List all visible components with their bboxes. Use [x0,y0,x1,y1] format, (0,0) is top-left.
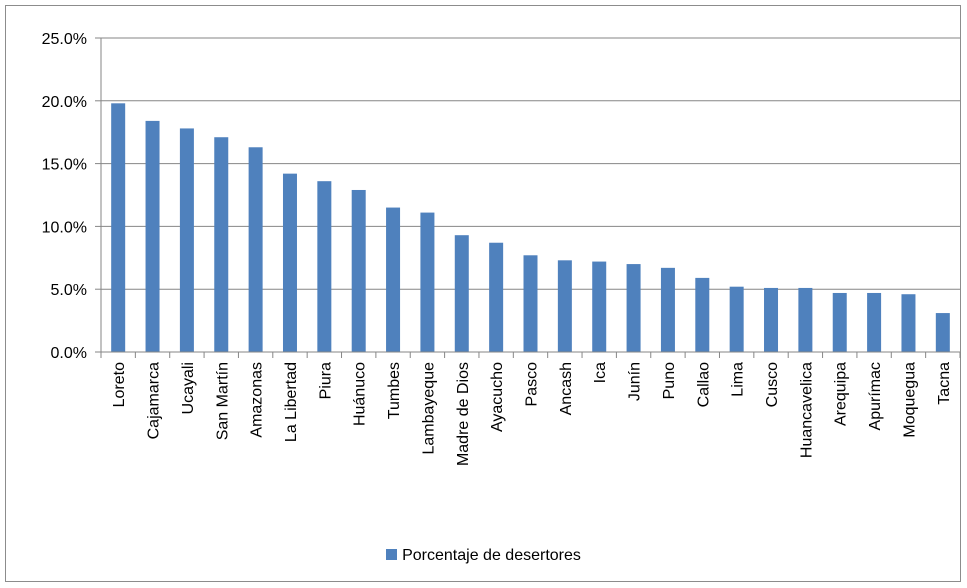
bar-piura [317,181,332,352]
bar-san-martín [214,137,229,352]
bar-cajamarca [145,120,160,353]
x-category-label: Ica [592,362,609,383]
bar-la-libertad [282,173,297,352]
bar-lambayeque [420,212,435,352]
bar-lima [729,286,744,352]
bar-amazonas [248,147,263,352]
bar-puno [660,267,675,352]
bar-junín [626,264,641,352]
y-axis-ticks: 0.0% 5.0% 10.0% 15.0% 20.0% 25.0% [42,31,87,362]
x-category-label: Ayacucho [489,362,506,432]
bar-arequipa [832,292,847,352]
y-tick-label: 25.0% [42,31,87,48]
x-axis-labels: Loreto Cajamarca Ucayali San Martín Amazonas… [111,362,953,466]
legend-label: Porcentaje de desertores [402,547,581,564]
x-category-label: Callao [695,362,712,407]
bar-ancash [557,260,572,352]
bar-apurímac [867,292,882,352]
bar-pasco [523,255,538,352]
x-category-label: Lima [730,362,747,397]
legend-swatch [386,549,398,560]
y-tick-label: 10.0% [42,219,87,236]
y-tick-label: 0.0% [51,345,87,362]
bar-ayacucho [489,242,504,352]
x-category-label: Huánuco [352,362,369,426]
x-category-label: Puno [661,362,678,399]
bar-huancavelica [798,287,813,352]
gridlines [101,37,960,290]
x-category-label: Madre de Dios [455,362,472,466]
bars [111,103,950,353]
x-category-label: Junín [627,362,644,401]
x-category-label: Lambayeque [420,362,437,455]
bar-madre-de-dios [454,235,469,352]
y-tick-label: 15.0% [42,157,87,174]
x-category-label: Moquegua [901,362,918,438]
x-category-label: Apurímac [867,362,884,430]
bar-moquegua [901,294,916,352]
x-category-label: Ancash [558,362,575,415]
legend: Porcentaje de desertores [0,547,967,565]
bar-tacna [935,313,950,352]
x-category-label: Huancavelica [798,362,815,458]
x-category-label: Arequipa [833,362,850,426]
x-category-label: Loreto [111,362,128,407]
bar-ucayali [179,128,194,352]
x-category-label: Piura [317,362,334,399]
x-category-label: La Libertad [283,362,300,442]
y-tick-label: 20.0% [42,94,87,111]
bar-ica [592,261,607,352]
x-category-label: San Martín [214,362,231,440]
x-category-label: Cusco [764,362,781,407]
axes [95,37,961,358]
x-category-label: Tumbes [386,362,403,419]
x-category-label: Cajamarca [146,362,163,439]
bar-loreto [111,103,126,352]
bar-cusco [764,287,779,352]
y-tick-label: 5.0% [51,282,87,299]
bar-callao [695,277,710,352]
x-category-label: Amazonas [249,362,266,438]
x-category-label: Tacna [936,362,953,405]
bar-tumbes [386,207,401,352]
x-category-label: Ucayali [180,362,197,414]
bar-huánuco [351,189,366,352]
x-category-label: Pasco [524,362,541,407]
